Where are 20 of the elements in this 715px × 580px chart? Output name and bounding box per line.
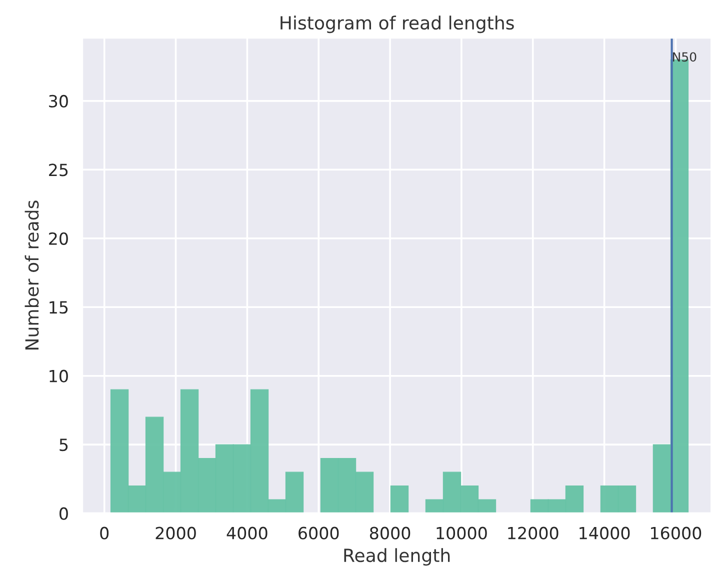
- x-tick-label: 8000: [370, 526, 410, 540]
- x-tick-label: 4000: [226, 526, 268, 540]
- x-tick-label: 14000: [580, 526, 630, 540]
- y-tick-label: 20: [49, 232, 68, 245]
- y-tick-label: 10: [50, 370, 68, 382]
- x-tick-label: 12000: [508, 526, 558, 540]
- x-axis-title: Read length: [344, 548, 450, 566]
- x-tick-label: 6000: [298, 526, 339, 540]
- x-tick-label: 0: [100, 526, 109, 540]
- y-tick-label: 0: [60, 507, 68, 520]
- x-tick-label: 2000: [156, 526, 196, 540]
- y-tick-label: 15: [50, 301, 68, 314]
- y-tick-label: 25: [49, 164, 68, 176]
- y-axis-title: Number of reads: [24, 200, 39, 350]
- x-tick-label: 16000: [651, 526, 702, 540]
- y-tick-label: 30: [49, 94, 68, 108]
- x-tick-label: 10000: [436, 526, 487, 540]
- chart-title: Histogram of read lengths: [280, 16, 514, 34]
- ref-line-label: N50: [673, 52, 696, 62]
- y-tick-label: 5: [60, 438, 68, 452]
